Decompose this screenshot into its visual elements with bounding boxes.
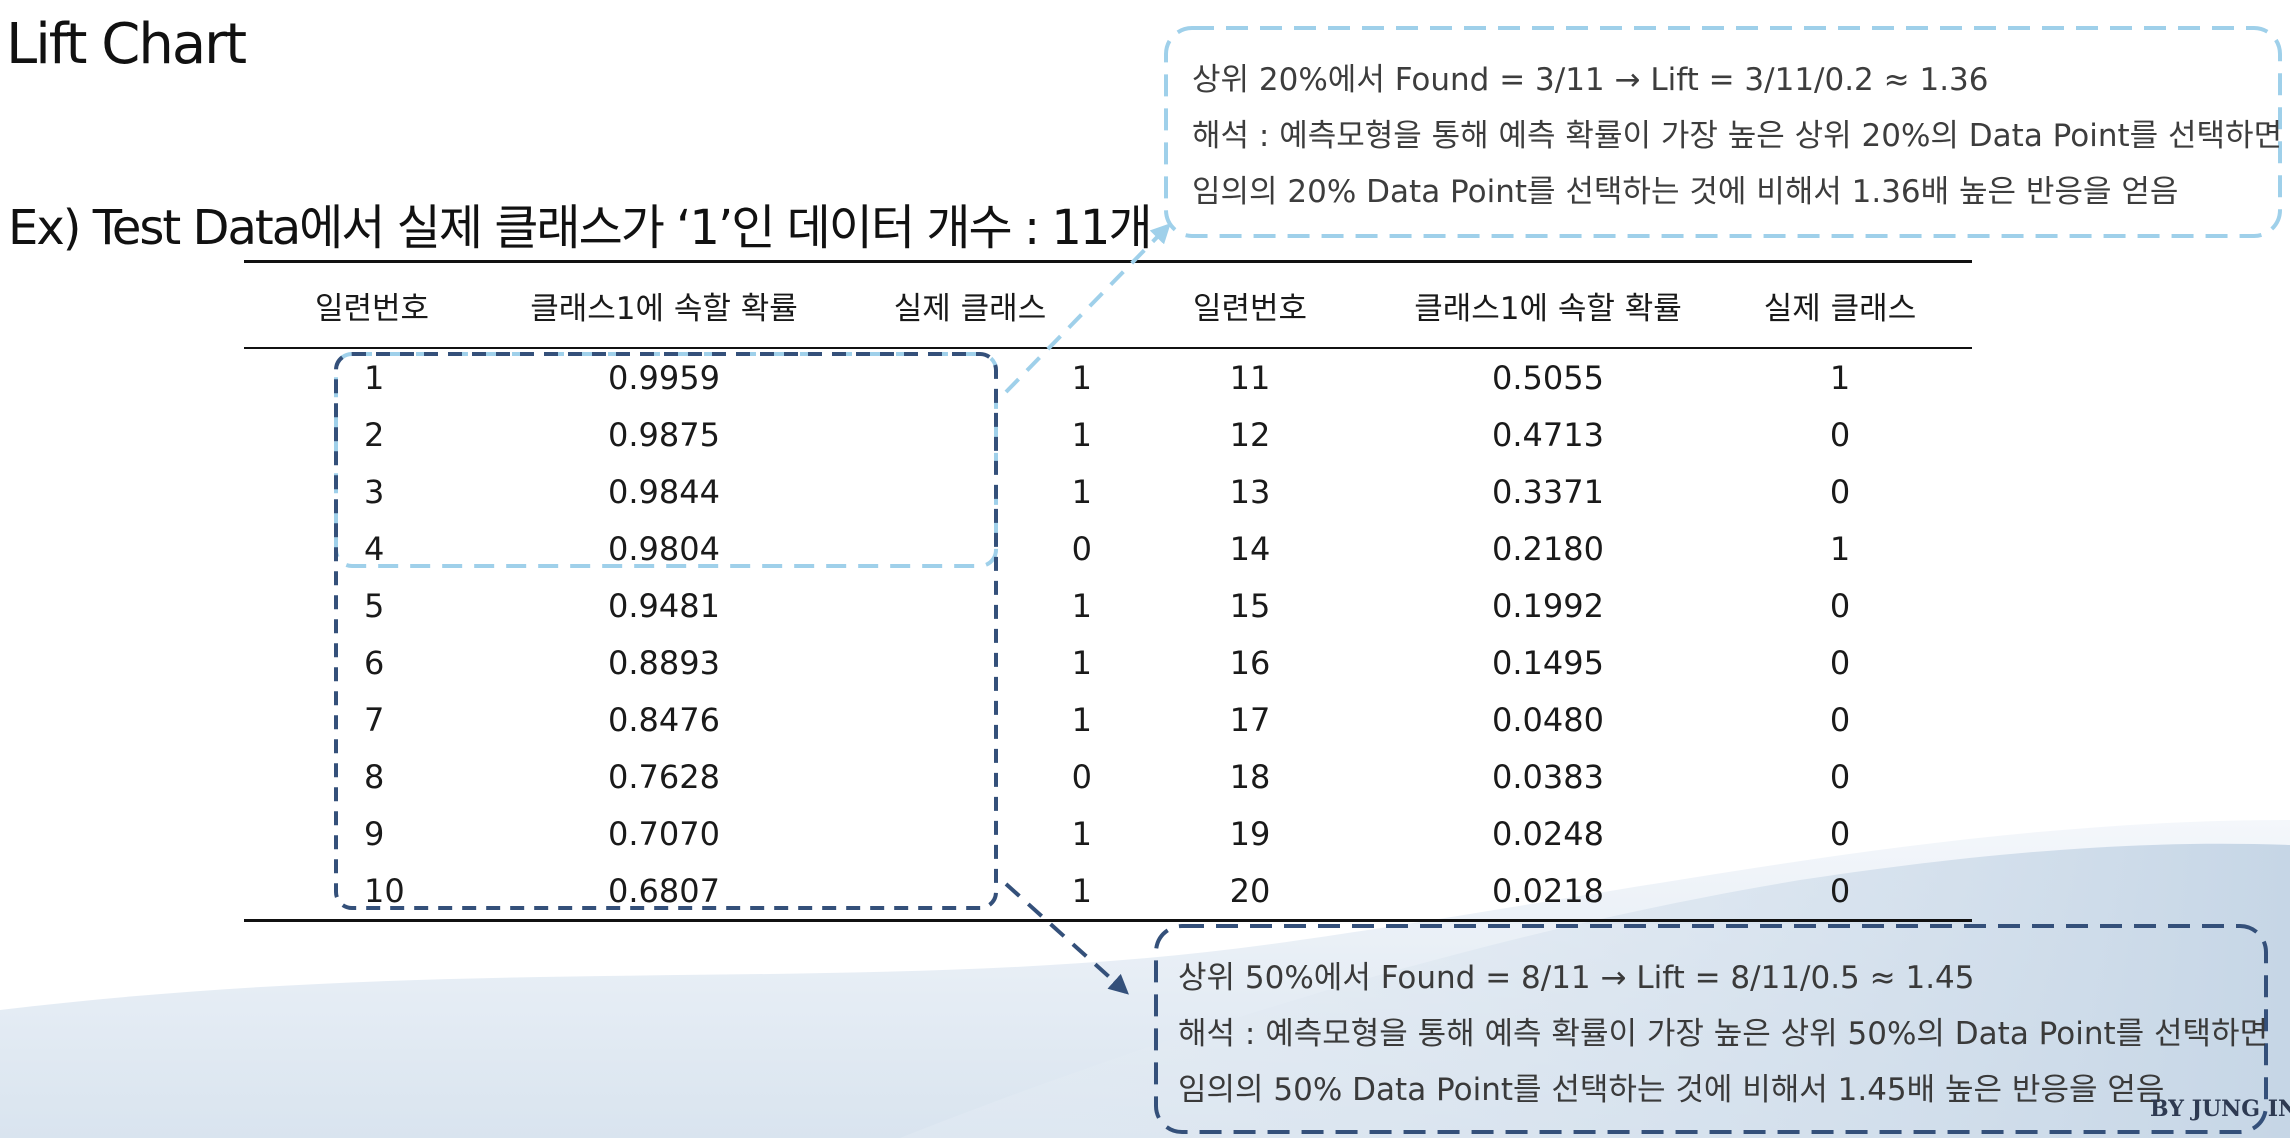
bottom-callout-text: 상위 50%에서 Found = 8/11 → Lift = 8/11/0.5 … (1178, 950, 2268, 1118)
probability-cell: 0.0248 (1492, 814, 1604, 853)
serial-cell: 17 (1229, 700, 1271, 739)
probability-cell: 0.1992 (1492, 586, 1604, 625)
probability-cell: 0.0383 (1492, 757, 1604, 796)
table-row: 8 0.7628 0 18 0.0383 0 (244, 748, 1972, 805)
actual-class-cell: 1 (1071, 586, 1092, 625)
actual-class-cell: 1 (1071, 700, 1092, 739)
callout-top-line: 해석 : 예측모형을 통해 예측 확률이 가장 높은 상위 20%의 Data … (1192, 118, 2283, 154)
table-row: 2 0.9875 1 12 0.4713 0 (244, 406, 1972, 463)
actual-class-cell: 1 (828, 862, 1112, 922)
serial-cell: 11 (1229, 358, 1271, 397)
page-title: Lift Chart (6, 12, 247, 77)
probability-cell: 0.0480 (1492, 700, 1604, 739)
probability-cell: 0.9481 (608, 586, 720, 625)
actual-class-cell: 1 (1071, 814, 1092, 853)
callout-bottom-line: 임의의 50% Data Point를 선택하는 것에 비해서 1.45배 높은… (1178, 1072, 2165, 1108)
serial-cell: 8 (364, 757, 385, 796)
table-row: 3 0.9844 1 13 0.3371 0 (244, 463, 1972, 520)
probability-cell: 0.8893 (608, 643, 720, 682)
serial-cell: 10 (244, 862, 500, 922)
actual-class-cell: 1 (1071, 472, 1092, 511)
actual-class-cell: 0 (1829, 757, 1851, 796)
callout-bottom-line: 상위 50%에서 Found = 8/11 → Lift = 8/11/0.5 … (1178, 960, 1975, 996)
actual-class-cell: 0 (1829, 586, 1851, 625)
serial-cell: 1 (364, 358, 385, 397)
probability-cell: 0.5055 (1492, 358, 1604, 397)
table-row: 4 0.9804 0 14 0.2180 1 (244, 520, 1972, 577)
serial-cell: 18 (1229, 757, 1271, 796)
table-row: 5 0.9481 1 15 0.1992 0 (244, 577, 1972, 634)
serial-cell: 14 (1229, 529, 1271, 568)
serial-cell: 15 (1229, 586, 1271, 625)
actual-class-cell: 1 (1829, 358, 1851, 397)
actual-class-cell: 0 (1829, 643, 1851, 682)
actual-class-cell: 0 (1071, 529, 1092, 568)
actual-class-cell: 1 (1071, 415, 1092, 454)
probability-cell: 0.7628 (608, 757, 720, 796)
actual-class-cell: 0 (1071, 757, 1092, 796)
author-watermark: BY JUNG IN (2150, 1096, 2290, 1122)
table-row: 10 0.6807 1 20 0.0218 0 (244, 862, 1972, 922)
header-serial-left: 일련번호 (244, 260, 500, 349)
probability-cell: 0.9844 (608, 472, 720, 511)
serial-cell: 7 (364, 700, 385, 739)
serial-cell: 19 (1229, 814, 1271, 853)
top-callout-text: 상위 20%에서 Found = 3/11 → Lift = 3/11/0.2 … (1192, 52, 2282, 220)
callout-bottom-line: 해석 : 예측모형을 통해 예측 확률이 가장 높은 상위 50%의 Data … (1178, 1016, 2269, 1052)
actual-class-cell: 0 (1829, 472, 1851, 511)
serial-cell: 2 (364, 415, 385, 454)
probability-cell: 0.3371 (1492, 472, 1604, 511)
actual-class-cell: 1 (1071, 358, 1092, 397)
serial-cell: 16 (1229, 643, 1271, 682)
table-row: 1 0.9959 1 11 0.5055 1 (244, 348, 1972, 406)
serial-cell: 6 (364, 643, 385, 682)
probability-cell: 0.8476 (608, 700, 720, 739)
probability-cell: 0.9804 (608, 529, 720, 568)
probability-cell: 0.0218 (1388, 862, 1708, 922)
serial-cell: 9 (364, 814, 385, 853)
probability-cell: 0.2180 (1492, 529, 1604, 568)
probability-cell: 0.4713 (1492, 415, 1604, 454)
serial-cell: 20 (1112, 862, 1388, 922)
actual-class-cell: 0 (1708, 862, 1972, 922)
actual-class-cell: 0 (1829, 700, 1851, 739)
serial-cell: 12 (1229, 415, 1271, 454)
header-serial-right: 일련번호 (1112, 260, 1388, 349)
example-subtitle: Ex) Test Data에서 실제 클래스가 ‘1’인 데이터 개수 : 11… (8, 200, 1153, 256)
probability-cell: 0.9875 (608, 415, 720, 454)
probability-cell: 0.9959 (608, 358, 720, 397)
serial-cell: 3 (364, 472, 385, 511)
table-row: 7 0.8476 1 17 0.0480 0 (244, 691, 1972, 748)
serial-cell: 4 (364, 529, 385, 568)
actual-class-cell: 0 (1829, 814, 1851, 853)
probability-table: 일련번호 클래스1에 속할 확률 실제 클래스 일련번호 클래스1에 속할 확률… (244, 260, 1972, 922)
table-row: 9 0.7070 1 19 0.0248 0 (244, 805, 1972, 862)
callout-top-line: 상위 20%에서 Found = 3/11 → Lift = 3/11/0.2 … (1192, 62, 1989, 98)
actual-class-cell: 1 (1071, 643, 1092, 682)
serial-cell: 13 (1229, 472, 1271, 511)
serial-cell: 5 (364, 586, 385, 625)
probability-cell: 0.1495 (1492, 643, 1604, 682)
actual-class-cell: 0 (1829, 415, 1851, 454)
probability-cell: 0.6807 (500, 862, 828, 922)
table-row: 6 0.8893 1 16 0.1495 0 (244, 634, 1972, 691)
callout-top-line: 임의의 20% Data Point를 선택하는 것에 비해서 1.36배 높은… (1192, 174, 2179, 210)
header-actual-class-left: 실제 클래스 (828, 260, 1112, 349)
table-header-row: 일련번호 클래스1에 속할 확률 실제 클래스 일련번호 클래스1에 속할 확률… (244, 260, 1972, 349)
probability-cell: 0.7070 (608, 814, 720, 853)
header-probability-left: 클래스1에 속할 확률 (500, 260, 828, 349)
actual-class-cell: 1 (1829, 529, 1851, 568)
header-probability-right: 클래스1에 속할 확률 (1388, 260, 1708, 349)
header-actual-class-right: 실제 클래스 (1708, 260, 1972, 349)
